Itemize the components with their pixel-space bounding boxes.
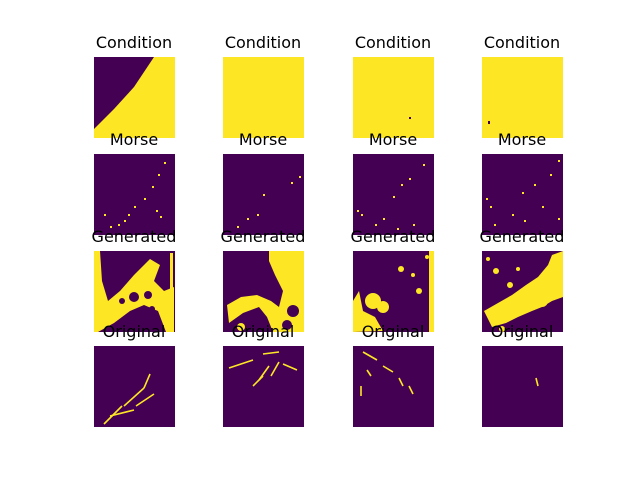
original-title-4: Original: [490, 322, 554, 341]
morse-title-4: Morse: [497, 130, 547, 149]
generated-image-2: [223, 251, 304, 332]
condition-title-2: Condition: [224, 33, 302, 52]
generated-image-3: [353, 251, 434, 332]
original-image-3: [353, 346, 434, 427]
original-title-3: Original: [361, 322, 425, 341]
morse-image-3: [353, 154, 434, 235]
generated-image-4: [482, 251, 563, 332]
morse-title-3: Morse: [368, 130, 418, 149]
condition-title-4: Condition: [483, 33, 561, 52]
morse-image-1: [94, 154, 175, 235]
condition-title-3: Condition: [354, 33, 432, 52]
condition-image-1: [94, 57, 175, 138]
morse-image-2: [223, 154, 304, 235]
condition-image-4: [482, 57, 563, 138]
original-image-4: [482, 346, 563, 427]
original-image-2: [223, 346, 304, 427]
generated-title-3: Generated: [350, 227, 436, 246]
original-title-2: Original: [231, 322, 295, 341]
condition-image-2: [223, 57, 304, 138]
generated-title-2: Generated: [220, 227, 306, 246]
generated-title-1: Generated: [91, 227, 177, 246]
morse-title-1: Morse: [109, 130, 159, 149]
condition-image-3: [353, 57, 434, 138]
morse-title-2: Morse: [238, 130, 288, 149]
original-image-1: [94, 346, 175, 427]
generated-image-1: [94, 251, 175, 332]
generated-title-4: Generated: [479, 227, 565, 246]
original-title-1: Original: [102, 322, 166, 341]
condition-title-1: Condition: [95, 33, 173, 52]
morse-image-4: [482, 154, 563, 235]
